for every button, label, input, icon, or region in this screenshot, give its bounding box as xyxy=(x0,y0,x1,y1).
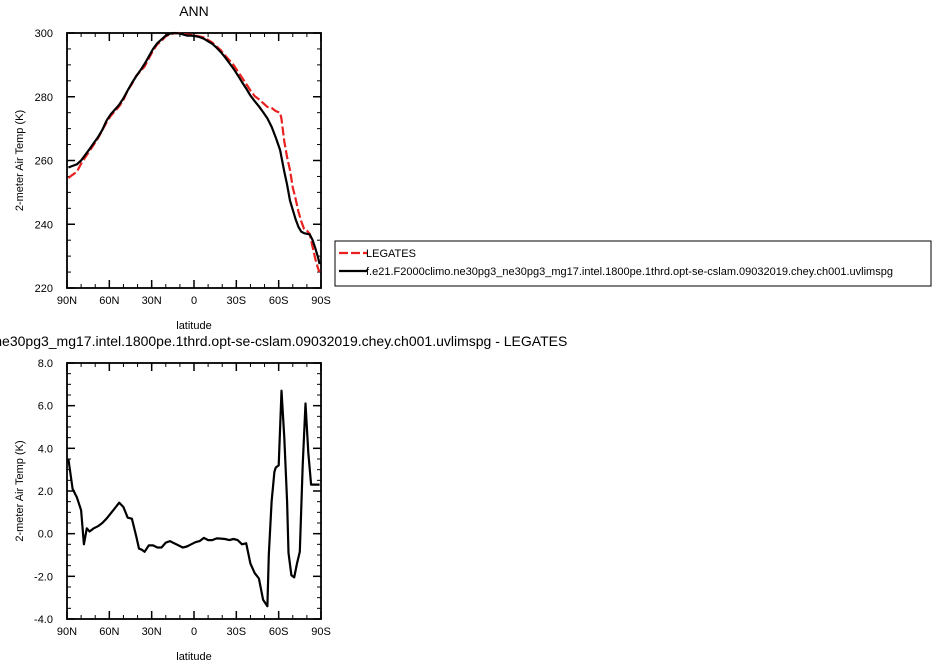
y-tick-label: 280 xyxy=(35,92,53,104)
x-tick-label: 60N xyxy=(99,295,119,307)
y-axis-label: 2-meter Air Temp (K) xyxy=(14,110,26,211)
x-axis-label: latitude xyxy=(176,651,211,663)
y-tick-label: -4.0 xyxy=(34,614,53,626)
y-tick-label: -2.0 xyxy=(34,571,53,583)
y-tick-label: 240 xyxy=(35,219,53,231)
legend-entry: LEGATES xyxy=(366,248,416,260)
y-axis-label: 2-meter Air Temp (K) xyxy=(14,440,26,541)
x-tick-label: 30S xyxy=(227,295,247,307)
plot-2: f.e21.F2000climo.ne30pg3_ne30pg3_mg17.in… xyxy=(0,333,567,663)
y-tick-label: 0.0 xyxy=(38,529,53,541)
legend: LEGATES f.e21.F2000climo.ne30pg3_ne30pg3_… xyxy=(334,240,932,287)
legend-box xyxy=(334,240,932,287)
x-tick-label: 60N xyxy=(99,626,119,638)
x-axis-label: latitude xyxy=(176,320,211,332)
plot-title: ANN xyxy=(179,3,209,19)
legend-entry: f.e21.F2000climo.ne30pg3_ne30pg3_mg17.in… xyxy=(366,266,893,278)
x-tick-label: 90N xyxy=(57,626,77,638)
y-tick-label: 260 xyxy=(35,156,53,168)
plot-1: ANN 90N 60N 30N 0 30S 60S 90S 220 240 260 280 300 lat… xyxy=(14,3,932,332)
x-tick-label: 90N xyxy=(57,295,77,307)
plot-frame xyxy=(66,32,322,289)
x-tick-label: 30N xyxy=(142,626,162,638)
y-tick-label: 300 xyxy=(35,28,53,40)
x-tick-label: 60S xyxy=(269,295,289,307)
x-tick-label: 60S xyxy=(269,626,289,638)
series-line-f-e21-f2000c xyxy=(68,31,321,265)
y-tick-label: 4.0 xyxy=(38,443,53,455)
plot-frame xyxy=(66,362,322,620)
x-tick-label: 90S xyxy=(311,626,331,638)
x-tick-label: 90S xyxy=(311,295,331,307)
y-tick-label: 220 xyxy=(35,283,53,295)
x-tick-label: 30S xyxy=(227,626,247,638)
x-tick-label: 0 xyxy=(191,626,197,638)
plot-title: f.e21.F2000climo.ne30pg3_ne30pg3_mg17.in… xyxy=(0,333,567,349)
x-tick-label: 0 xyxy=(191,295,197,307)
x-tick-label: 30N xyxy=(142,295,162,307)
y-tick-label: 2.0 xyxy=(38,486,53,498)
y-tick-label: 8.0 xyxy=(38,358,53,370)
y-tick-label: 6.0 xyxy=(38,401,53,413)
series-line-difference xyxy=(67,389,320,608)
series-line-legates xyxy=(67,31,321,273)
